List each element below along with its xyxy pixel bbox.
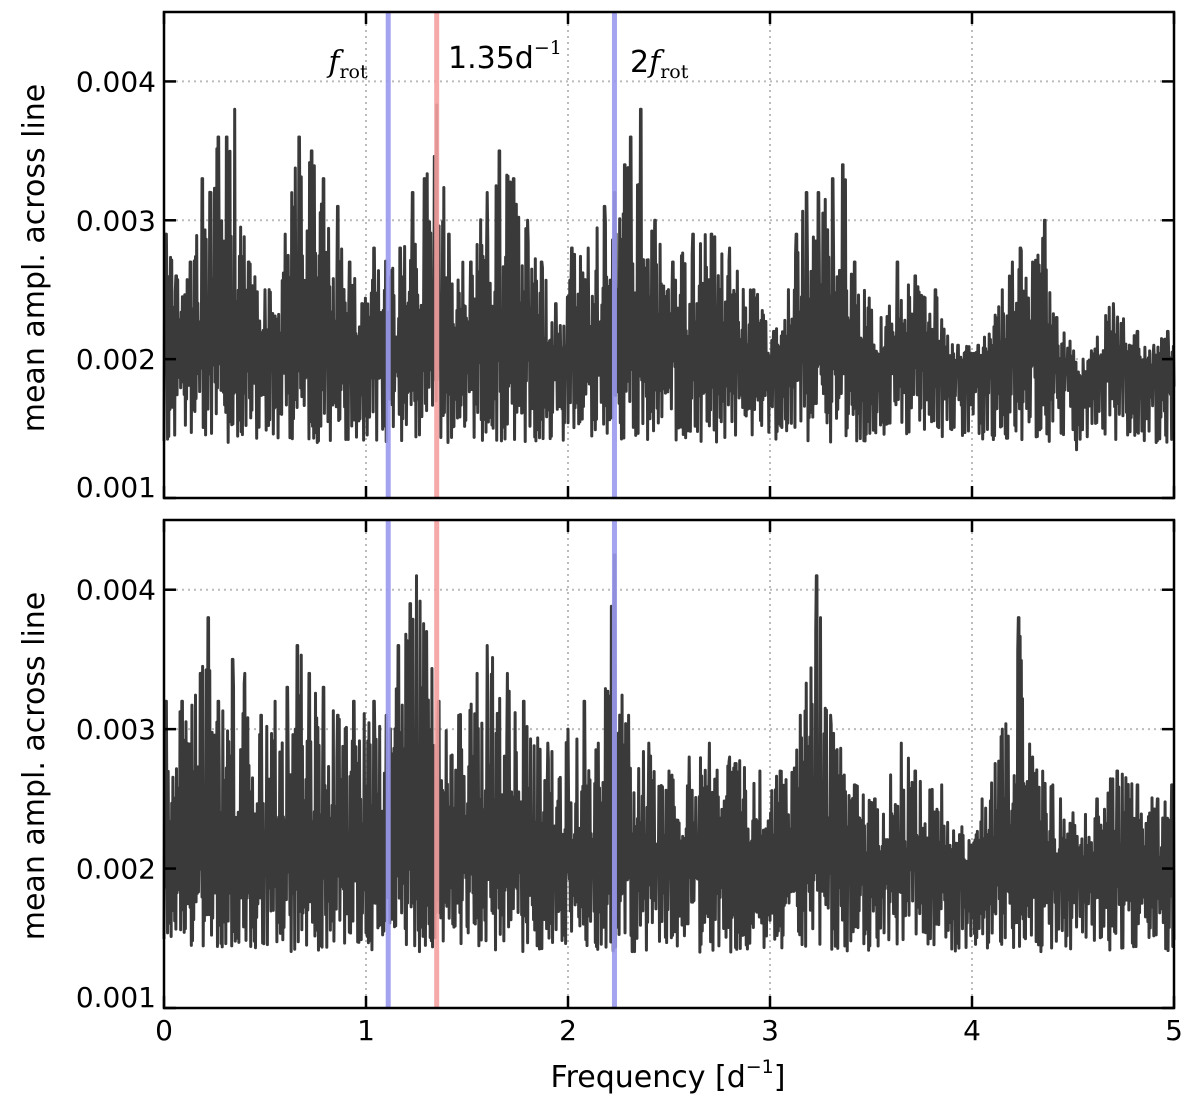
x-tick-label: 4 [963, 1014, 981, 1047]
f135-annotation-main: 1.35d [448, 41, 534, 76]
bottom-marker-lines [385, 520, 617, 1008]
bottom-ytick-labels: 0.001 0.002 0.003 0.004 [76, 574, 156, 1014]
2frot-annotation-2: 2 [630, 45, 649, 80]
2frot-annotation-sub: rot [660, 61, 689, 83]
bottom-plot-frame [162, 518, 1176, 1010]
y-tick-label: 0.002 [76, 853, 156, 886]
top-ticks [162, 12, 1176, 500]
x-axis-label: Frequency [d−1] [551, 1056, 786, 1095]
x-axis-label-end: ] [774, 1060, 786, 1095]
f135-annotation-sup: −1 [534, 37, 562, 59]
bottom-panel: 0.001 0.002 0.003 0.004 0 1 2 3 4 5 mean ampl. a… [17, 518, 1183, 1095]
x-tick-label: 2 [559, 1014, 577, 1047]
x-tick-label: 3 [761, 1014, 779, 1047]
bottom-ticks [162, 520, 1176, 1010]
y-tick-label: 0.003 [76, 204, 156, 237]
top-periodogram-line [162, 103, 1176, 452]
bottom-y-axis-label: mean ampl. across line [17, 592, 52, 941]
bottom-xtick-labels: 0 1 2 3 4 5 [155, 1014, 1183, 1047]
x-tick-label: 1 [357, 1014, 375, 1047]
top-ytick-labels: 0.001 0.002 0.003 0.004 [76, 65, 156, 504]
x-tick-label: 5 [1165, 1014, 1183, 1047]
2frot-annotation: 2frot [630, 45, 689, 83]
y-tick-label: 0.004 [76, 65, 156, 98]
top-y-axis-label: mean ampl. across line [17, 84, 52, 433]
y-tick-label: 0.003 [76, 713, 156, 746]
y-tick-label: 0.001 [76, 981, 156, 1014]
x-axis-label-sup: −1 [746, 1056, 774, 1078]
top-plot-frame [162, 10, 1176, 500]
f135-annotation: 1.35d−1 [448, 37, 562, 76]
frot-annotation-sub: rot [339, 61, 368, 83]
top-panel: 0.001 0.002 0.003 0.004 mean ampl. across l… [17, 10, 1176, 504]
y-tick-label: 0.004 [76, 574, 156, 607]
y-tick-label: 0.001 [76, 471, 156, 504]
bottom-periodogram-line [162, 553, 1176, 954]
x-axis-label-main: Frequency [d [551, 1060, 746, 1095]
y-tick-label: 0.002 [76, 343, 156, 376]
frot-annotation: frot [326, 45, 368, 83]
top-marker-lines [385, 12, 617, 498]
x-tick-label: 0 [155, 1014, 173, 1047]
